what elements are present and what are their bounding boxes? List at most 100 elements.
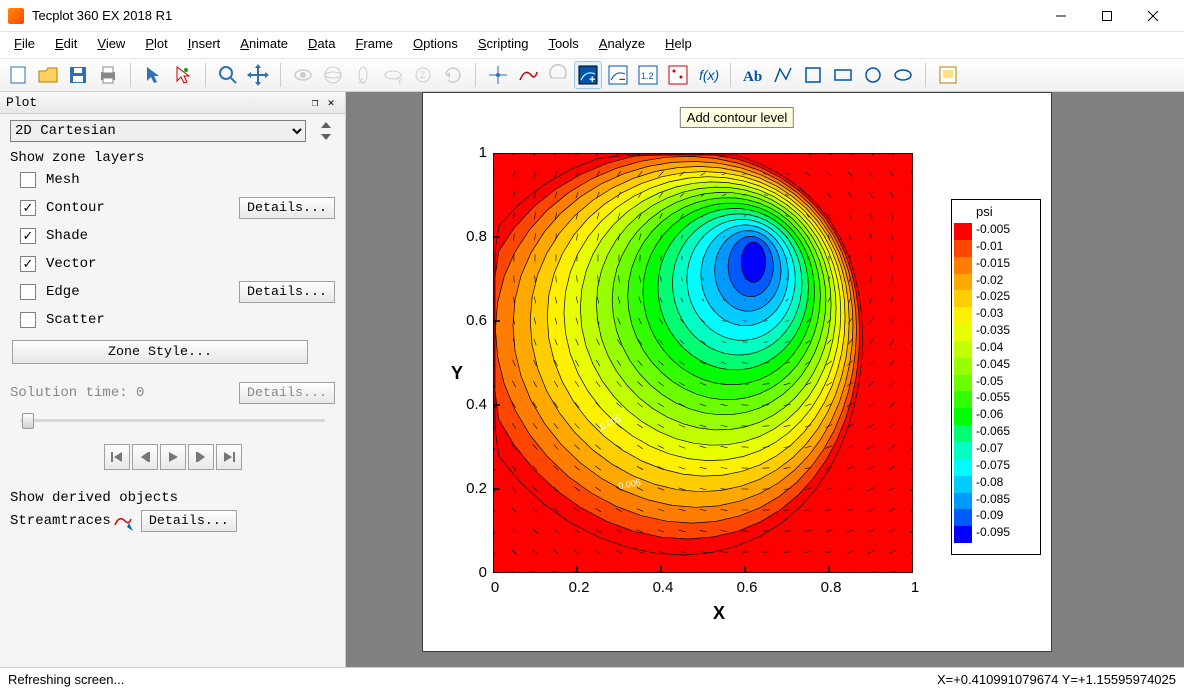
menu-file[interactable]: File [4, 32, 45, 58]
legend-label: -0.065 [976, 425, 1038, 442]
plot-panel-title: Plot [6, 95, 307, 110]
rotate-spherical-button[interactable] [319, 61, 347, 89]
menu-help[interactable]: Help [655, 32, 702, 58]
legend-segment [954, 257, 972, 274]
slider-thumb[interactable] [22, 413, 34, 429]
legend-segment [954, 307, 972, 324]
rotate-x-button[interactable]: X [349, 61, 377, 89]
add-streamtrace-button[interactable] [514, 61, 542, 89]
zone-style-button[interactable]: Zone Style... [12, 340, 308, 364]
menu-insert[interactable]: Insert [178, 32, 231, 58]
svg-text:1.2: 1.2 [641, 71, 654, 81]
time-slider[interactable] [10, 410, 335, 430]
legend-label: -0.07 [976, 442, 1038, 459]
svg-text:+: + [589, 74, 595, 86]
plot-type-select[interactable]: 2D Cartesian [10, 120, 306, 142]
legend-label: -0.09 [976, 509, 1038, 526]
toolbar: X YZ +−1.2 f(x) Ab [0, 58, 1184, 92]
layer-checkbox-scatter[interactable] [20, 312, 36, 328]
extract-points-button[interactable] [664, 61, 692, 89]
solution-time-details-button[interactable]: Details... [239, 382, 335, 404]
add-ellipse-button[interactable] [889, 61, 917, 89]
scroll-icon[interactable] [317, 120, 335, 142]
add-polyline-button[interactable] [769, 61, 797, 89]
step-back-button[interactable] [132, 444, 158, 470]
menu-options[interactable]: Options [403, 32, 468, 58]
print-button[interactable] [94, 61, 122, 89]
slider-track [20, 419, 325, 422]
undock-icon[interactable]: ❐ [307, 95, 323, 111]
remove-contour-level-button[interactable]: − [604, 61, 632, 89]
menu-animate[interactable]: Animate [230, 32, 298, 58]
add-circle-button[interactable] [859, 61, 887, 89]
adjust-contour-button[interactable]: 1.2 [634, 61, 662, 89]
solution-time-label: Solution time: 0 [10, 385, 239, 401]
legend-label: -0.085 [976, 493, 1038, 510]
plot-panel: Plot ❐ ✕ 2D Cartesian Show zone layers M… [0, 92, 346, 667]
create-frame-button[interactable] [934, 61, 962, 89]
x-axis-label: X [713, 603, 725, 624]
menu-scripting[interactable]: Scripting [468, 32, 539, 58]
play-button[interactable] [160, 444, 186, 470]
legend-segment [954, 526, 972, 543]
rotate-y-button[interactable]: Y [379, 61, 407, 89]
add-square-button[interactable] [799, 61, 827, 89]
layer-details-button-contour[interactable]: Details... [239, 197, 335, 219]
legend-segment [954, 341, 972, 358]
skip-start-button[interactable] [104, 444, 130, 470]
save-layout-button[interactable] [64, 61, 92, 89]
add-contour-level-button[interactable]: + [574, 61, 602, 89]
fx-button[interactable]: f(x) [694, 61, 722, 89]
streamtraces-details-button[interactable]: Details... [141, 510, 237, 532]
step-forward-button[interactable] [188, 444, 214, 470]
svg-text:X: X [358, 77, 364, 86]
derived-objects-label: Show derived objects [10, 490, 335, 506]
layer-details-button-edge[interactable]: Details... [239, 281, 335, 303]
menu-plot[interactable]: Plot [135, 32, 177, 58]
selector-button[interactable] [139, 61, 167, 89]
legend-label: -0.06 [976, 408, 1038, 425]
plot-frame[interactable]: Add contour level 0.0050.005 Y X 00.20.4… [422, 92, 1052, 652]
streamtrace-tool-icon[interactable] [111, 509, 135, 533]
adjustor-button[interactable] [169, 61, 197, 89]
legend-segment [954, 408, 972, 425]
rotate-button[interactable] [289, 61, 317, 89]
close-panel-icon[interactable]: ✕ [323, 95, 339, 111]
zoom-button[interactable] [214, 61, 242, 89]
probe-button[interactable] [484, 61, 512, 89]
open-layout-button[interactable] [34, 61, 62, 89]
menu-edit[interactable]: Edit [45, 32, 87, 58]
workspace[interactable]: Add contour level 0.0050.005 Y X 00.20.4… [346, 92, 1184, 667]
plot-svg: 0.0050.005 [493, 153, 913, 573]
menu-analyze[interactable]: Analyze [589, 32, 655, 58]
rotate-z-button[interactable]: Z [409, 61, 437, 89]
menubar: FileEditViewPlotInsertAnimateDataFrameOp… [0, 32, 1184, 58]
translate-button[interactable] [244, 61, 272, 89]
svg-text:Y: Y [397, 77, 403, 86]
x-tick-label: 0.2 [565, 579, 593, 596]
app-icon [8, 8, 24, 24]
layer-label: Shade [46, 228, 335, 244]
add-text-button[interactable]: Ab [739, 61, 767, 89]
menu-data[interactable]: Data [298, 32, 345, 58]
layer-checkbox-contour[interactable] [20, 200, 36, 216]
layer-checkbox-edge[interactable] [20, 284, 36, 300]
legend-segment [954, 509, 972, 526]
menu-frame[interactable]: Frame [345, 32, 403, 58]
add-rectangle-button[interactable] [829, 61, 857, 89]
layer-checkbox-vector[interactable] [20, 256, 36, 272]
minimize-button[interactable] [1038, 0, 1084, 32]
layer-checkbox-mesh[interactable] [20, 172, 36, 188]
menu-view[interactable]: View [87, 32, 135, 58]
layer-checkbox-shade[interactable] [20, 228, 36, 244]
new-layout-button[interactable] [4, 61, 32, 89]
status-left: Refreshing screen... [8, 672, 937, 687]
menu-tools[interactable]: Tools [538, 32, 588, 58]
slice-button[interactable] [544, 61, 572, 89]
maximize-button[interactable] [1084, 0, 1130, 32]
legend-label: -0.04 [976, 341, 1038, 358]
close-button[interactable] [1130, 0, 1176, 32]
skip-end-button[interactable] [216, 444, 242, 470]
rotate-twist-button[interactable] [439, 61, 467, 89]
legend: psi -0.005-0.01-0.015-0.02-0.025-0.03-0.… [951, 199, 1041, 555]
